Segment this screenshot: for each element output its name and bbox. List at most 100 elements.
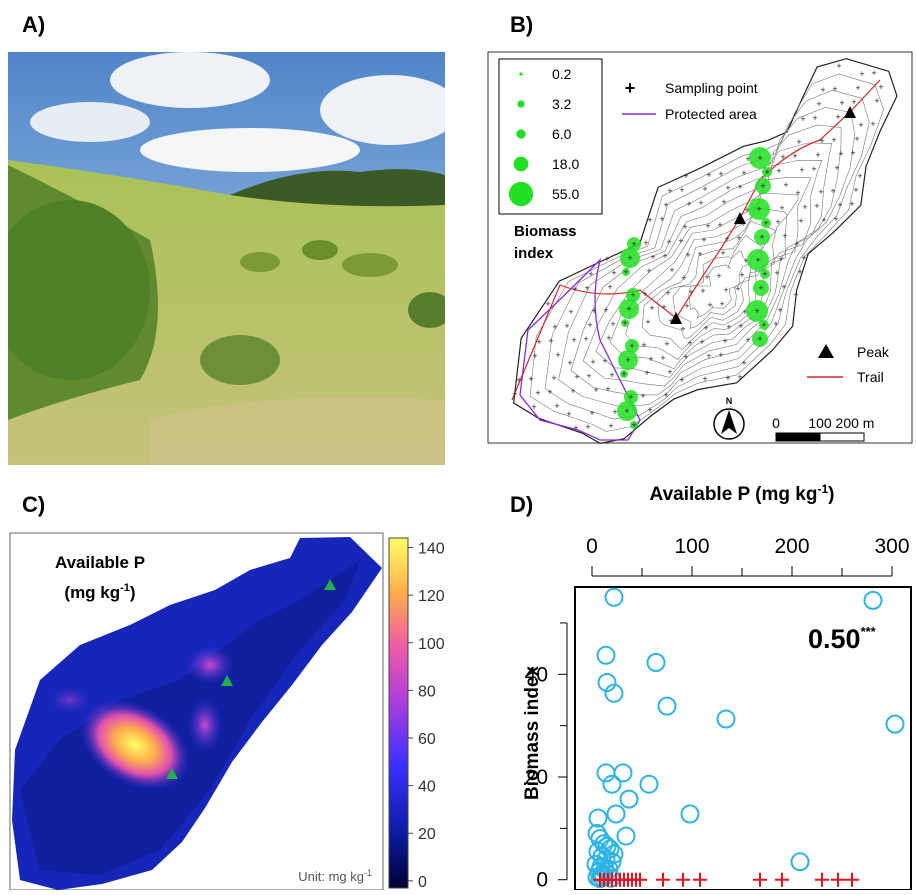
unit-label: Unit: mg kg bbox=[298, 869, 364, 884]
sampling-point: + bbox=[725, 183, 730, 193]
legend-item: Peak bbox=[857, 344, 890, 360]
sampling-point: + bbox=[678, 236, 683, 246]
colorbar-label: 120 bbox=[418, 588, 445, 605]
sampling-point: + bbox=[839, 98, 844, 108]
sampling-point: + bbox=[795, 188, 800, 198]
sampling-point: + bbox=[775, 217, 780, 227]
sampling-point: + bbox=[604, 254, 609, 264]
sampling-point: + bbox=[647, 405, 652, 415]
x-tick-label: 0 bbox=[586, 535, 598, 558]
sampling-point: + bbox=[586, 371, 591, 381]
sampling-point: + bbox=[757, 334, 762, 344]
sampling-point: + bbox=[700, 286, 705, 296]
sampling-point: + bbox=[585, 422, 590, 432]
sampling-point: + bbox=[761, 320, 766, 330]
sampling-point: + bbox=[587, 320, 592, 330]
sampling-point: + bbox=[801, 253, 806, 263]
panel-label: A) bbox=[22, 12, 45, 37]
size-legend-marker bbox=[519, 72, 522, 75]
unit-superscript: -1 bbox=[364, 868, 372, 878]
sampling-point: + bbox=[564, 321, 569, 331]
sampling-point: + bbox=[704, 272, 709, 282]
sampling-point: + bbox=[528, 374, 533, 384]
sampling-point: + bbox=[679, 375, 684, 385]
size-legend-marker bbox=[509, 182, 533, 206]
point bbox=[656, 873, 670, 887]
sampling-point: + bbox=[762, 269, 767, 279]
sampling-point: + bbox=[718, 169, 723, 179]
point bbox=[606, 589, 623, 606]
sampling-point: + bbox=[568, 307, 573, 317]
sampling-point: + bbox=[717, 220, 722, 230]
colorbar-label: 140 bbox=[418, 541, 445, 558]
map-title-superscript: -1 bbox=[120, 582, 130, 594]
sampling-point: + bbox=[602, 356, 607, 366]
sampling-point: + bbox=[640, 391, 645, 401]
sampling-point: + bbox=[642, 289, 647, 299]
sampling-point: + bbox=[754, 306, 759, 316]
panel-label: B) bbox=[510, 12, 533, 37]
sampling-point: + bbox=[778, 254, 783, 264]
sampling-point: + bbox=[643, 238, 648, 248]
sampling-point: + bbox=[831, 135, 836, 145]
sampling-point: + bbox=[781, 282, 786, 292]
sampling-point: + bbox=[739, 270, 744, 280]
sampling-point: + bbox=[832, 84, 837, 94]
sampling-point: + bbox=[821, 215, 826, 225]
sampling-point: + bbox=[666, 237, 671, 247]
x-axis-label: ) bbox=[828, 484, 834, 505]
size-legend-label: 0.2 bbox=[552, 66, 572, 82]
sampling-point: + bbox=[816, 99, 821, 109]
size-legend-label: 18.0 bbox=[552, 156, 579, 172]
sampling-point: + bbox=[699, 337, 704, 347]
sampling-point: + bbox=[609, 370, 614, 380]
sampling-point: + bbox=[625, 355, 630, 365]
photo bbox=[0, 52, 460, 465]
sampling-point: + bbox=[834, 163, 839, 173]
point bbox=[590, 810, 607, 827]
sampling-point: + bbox=[756, 204, 761, 214]
sampling-point: + bbox=[593, 385, 598, 395]
sampling-point: + bbox=[701, 235, 706, 245]
sampling-point: + bbox=[722, 336, 727, 346]
point bbox=[615, 764, 632, 781]
sampling-point: + bbox=[535, 388, 540, 398]
sampling-point: + bbox=[812, 113, 817, 123]
sampling-point: + bbox=[726, 322, 731, 332]
sampling-point: + bbox=[735, 284, 740, 294]
colorbar-label: 60 bbox=[418, 731, 436, 748]
y-tick-label: 0 bbox=[536, 869, 548, 890]
sampling-point: + bbox=[571, 335, 576, 345]
legend-item: Trail bbox=[857, 369, 884, 385]
sampling-point: + bbox=[583, 334, 588, 344]
scale-label: 0 bbox=[772, 415, 780, 431]
sampling-point: + bbox=[760, 181, 765, 191]
sampling-point: + bbox=[646, 266, 651, 276]
sampling-point: + bbox=[547, 387, 552, 397]
sampling-point: + bbox=[814, 201, 819, 211]
point bbox=[608, 805, 625, 822]
sampling-point: + bbox=[738, 321, 743, 331]
sampling-point: + bbox=[629, 341, 634, 351]
sampling-point: + bbox=[698, 198, 703, 208]
colorbar-label: 0 bbox=[418, 874, 427, 890]
sampling-point: + bbox=[567, 358, 572, 368]
sampling-point: + bbox=[626, 304, 631, 314]
point bbox=[648, 654, 665, 671]
sampling-point: + bbox=[782, 231, 787, 241]
sampling-point: + bbox=[794, 239, 799, 249]
sampling-point: + bbox=[552, 322, 557, 332]
sampling-point: + bbox=[572, 284, 577, 294]
sampling-point: + bbox=[849, 199, 854, 209]
sampling-point: + bbox=[650, 252, 655, 262]
sampling-point: + bbox=[589, 408, 594, 418]
sampling-point: + bbox=[777, 305, 782, 315]
sampling-point: + bbox=[716, 271, 721, 281]
y-tick-label: 40 bbox=[525, 663, 548, 686]
sampling-point: + bbox=[737, 182, 742, 192]
sampling-point: + bbox=[737, 372, 742, 382]
point bbox=[598, 647, 615, 664]
sampling-point: + bbox=[536, 337, 541, 347]
scatter-plot: 010020030002040 bbox=[525, 535, 911, 890]
